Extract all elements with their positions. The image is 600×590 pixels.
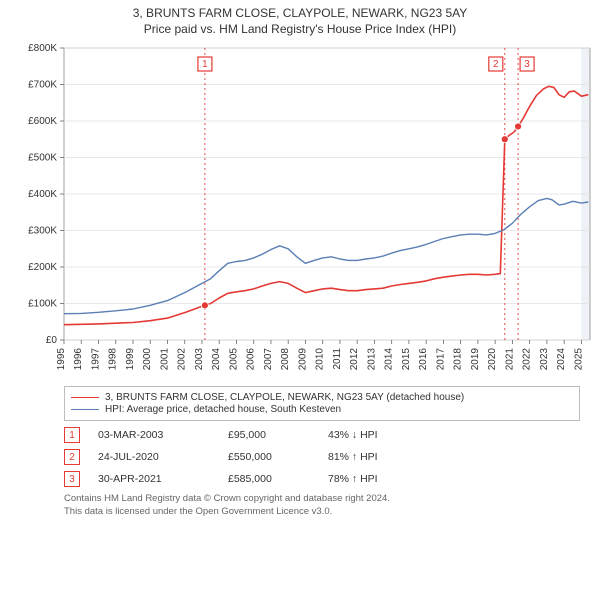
svg-text:1: 1 xyxy=(202,59,208,70)
transaction-pct: 78% ↑ HPI xyxy=(328,473,580,485)
transactions-table: 1 03-MAR-2003£95,00043% ↓ HPI 2 24-JUL-2020… xyxy=(64,427,580,487)
legend-swatch xyxy=(71,397,99,398)
transaction-date: 03-MAR-2003 xyxy=(98,429,228,441)
transaction-pct: 81% ↑ HPI xyxy=(328,451,580,463)
transaction-row: 2 24-JUL-2020£550,00081% ↑ HPI xyxy=(64,449,580,465)
transaction-marker-box: 2 xyxy=(64,449,80,465)
svg-text:2010: 2010 xyxy=(315,348,326,371)
svg-text:2006: 2006 xyxy=(246,348,257,371)
svg-text:2004: 2004 xyxy=(211,348,222,371)
svg-text:£0: £0 xyxy=(46,335,58,346)
legend-label: HPI: Average price, detached house, Sout… xyxy=(105,404,341,415)
svg-text:2002: 2002 xyxy=(177,348,188,371)
transaction-pct: 43% ↓ HPI xyxy=(328,429,580,441)
legend-swatch xyxy=(71,409,99,410)
svg-text:2008: 2008 xyxy=(280,348,291,371)
svg-text:£500K: £500K xyxy=(28,153,57,164)
transaction-marker-box: 3 xyxy=(64,471,80,487)
svg-text:£100K: £100K xyxy=(28,299,57,310)
transaction-price: £585,000 xyxy=(228,473,328,485)
svg-text:2009: 2009 xyxy=(297,348,308,371)
transaction-price: £95,000 xyxy=(228,429,328,441)
svg-text:2000: 2000 xyxy=(142,348,153,371)
svg-text:£400K: £400K xyxy=(28,189,57,200)
svg-text:£200K: £200K xyxy=(28,262,57,273)
svg-text:2012: 2012 xyxy=(349,348,360,371)
transaction-marker-box: 1 xyxy=(64,427,80,443)
footnote-line2: This data is licensed under the Open Gov… xyxy=(64,506,580,519)
chart-svg: £0 £100K £200K £300K £400K £500K £600K £700K £80… xyxy=(0,40,600,380)
transaction-row: 3 30-APR-2021£585,00078% ↑ HPI xyxy=(64,471,580,487)
svg-text:2016: 2016 xyxy=(418,348,429,371)
svg-text:2001: 2001 xyxy=(159,348,170,371)
legend-row: HPI: Average price, detached house, Sout… xyxy=(71,404,573,415)
footnote: Contains HM Land Registry data © Crown c… xyxy=(64,493,580,519)
transaction-date: 30-APR-2021 xyxy=(98,473,228,485)
chart-title-sub: Price paid vs. HM Land Registry's House … xyxy=(10,22,590,36)
svg-text:£600K: £600K xyxy=(28,116,57,127)
svg-text:2024: 2024 xyxy=(556,348,567,371)
svg-text:2003: 2003 xyxy=(194,348,205,371)
svg-text:£300K: £300K xyxy=(28,226,57,237)
svg-text:2025: 2025 xyxy=(573,348,584,371)
svg-text:£800K: £800K xyxy=(28,43,57,54)
legend-label: 3, BRUNTS FARM CLOSE, CLAYPOLE, NEWARK, … xyxy=(105,392,464,403)
transaction-row: 1 03-MAR-2003£95,00043% ↓ HPI xyxy=(64,427,580,443)
transaction-price: £550,000 xyxy=(228,451,328,463)
chart-area: £0 £100K £200K £300K £400K £500K £600K £700K £80… xyxy=(0,40,600,380)
svg-text:2014: 2014 xyxy=(384,348,395,371)
svg-text:2021: 2021 xyxy=(504,348,515,371)
chart-title-address: 3, BRUNTS FARM CLOSE, CLAYPOLE, NEWARK, … xyxy=(10,6,590,20)
chart-titles: 3, BRUNTS FARM CLOSE, CLAYPOLE, NEWARK, … xyxy=(0,0,600,40)
svg-text:2007: 2007 xyxy=(263,348,274,371)
transaction-date: 24-JUL-2020 xyxy=(98,451,228,463)
footnote-line1: Contains HM Land Registry data © Crown c… xyxy=(64,493,580,506)
svg-text:1998: 1998 xyxy=(108,348,119,371)
legend: 3, BRUNTS FARM CLOSE, CLAYPOLE, NEWARK, … xyxy=(64,386,580,421)
svg-text:3: 3 xyxy=(524,59,530,70)
svg-text:2005: 2005 xyxy=(228,348,239,371)
svg-text:£700K: £700K xyxy=(28,80,57,91)
svg-text:2023: 2023 xyxy=(539,348,550,371)
svg-text:2019: 2019 xyxy=(470,348,481,371)
svg-text:1999: 1999 xyxy=(125,348,136,371)
svg-text:2: 2 xyxy=(493,59,499,70)
svg-text:2011: 2011 xyxy=(332,348,343,370)
svg-text:2017: 2017 xyxy=(435,348,446,371)
svg-text:2020: 2020 xyxy=(487,348,498,371)
legend-row: 3, BRUNTS FARM CLOSE, CLAYPOLE, NEWARK, … xyxy=(71,392,573,403)
svg-text:1996: 1996 xyxy=(73,348,84,371)
svg-text:1995: 1995 xyxy=(56,348,67,371)
svg-text:2013: 2013 xyxy=(366,348,377,371)
svg-text:1997: 1997 xyxy=(90,348,101,371)
svg-text:2018: 2018 xyxy=(453,348,464,371)
svg-text:2015: 2015 xyxy=(401,348,412,371)
svg-text:2022: 2022 xyxy=(522,348,533,371)
container: 3, BRUNTS FARM CLOSE, CLAYPOLE, NEWARK, … xyxy=(0,0,600,519)
